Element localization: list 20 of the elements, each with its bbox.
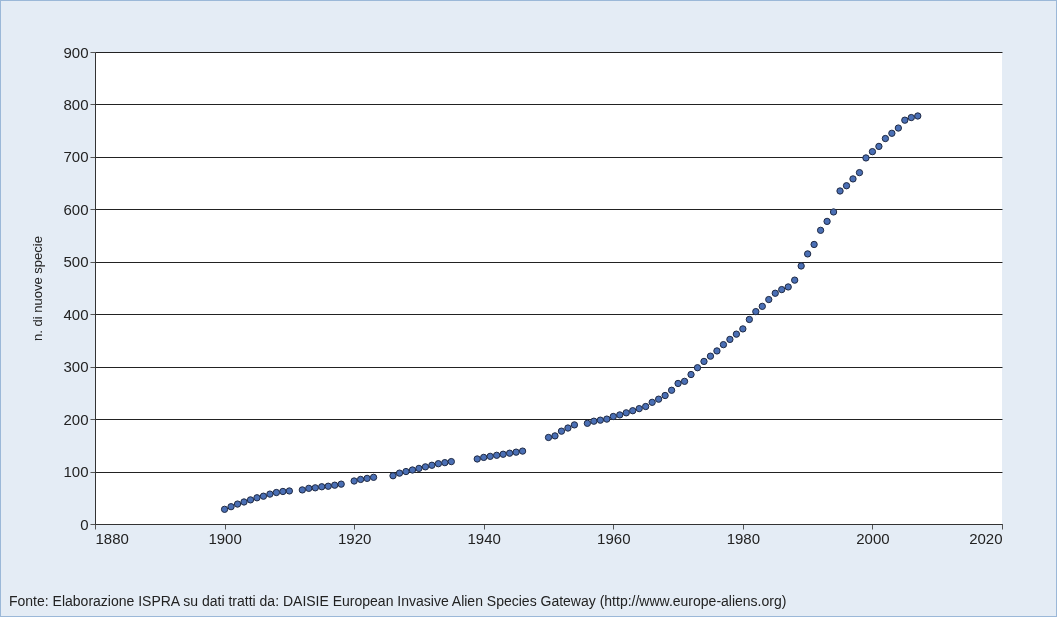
y-tick-label: 700 xyxy=(63,148,89,166)
y-tick-label: 400 xyxy=(63,305,89,323)
x-tick-label: 1960 xyxy=(597,529,631,547)
x-tick-label: 1980 xyxy=(726,529,761,547)
y-axis-title: n. di nuove specie xyxy=(30,236,46,341)
x-tick-label: 1940 xyxy=(467,529,501,547)
y-tick-label: 200 xyxy=(63,410,89,428)
x-tick-label: 1900 xyxy=(208,529,242,547)
y-tick-label: 900 xyxy=(63,43,89,61)
y-tick-label: 100 xyxy=(63,463,89,481)
x-tick-label: 1920 xyxy=(337,529,372,547)
y-tick-label: 600 xyxy=(63,200,89,218)
y-tick-label: 0 xyxy=(80,515,89,533)
source-note: Fonte: Elaborazione ISPRA su dati tratti da: DAISIE European Invasive Alien Species Gateway (http://www.europe-aliens.org) xyxy=(9,593,787,609)
y-tick-label: 500 xyxy=(63,253,89,271)
y-tick-label: 800 xyxy=(63,95,89,113)
x-tick-label: 2020 xyxy=(969,529,1003,547)
x-tick-label: 1880 xyxy=(95,529,129,547)
x-tick-label: 2000 xyxy=(856,529,890,547)
y-tick-label: 300 xyxy=(63,358,89,376)
